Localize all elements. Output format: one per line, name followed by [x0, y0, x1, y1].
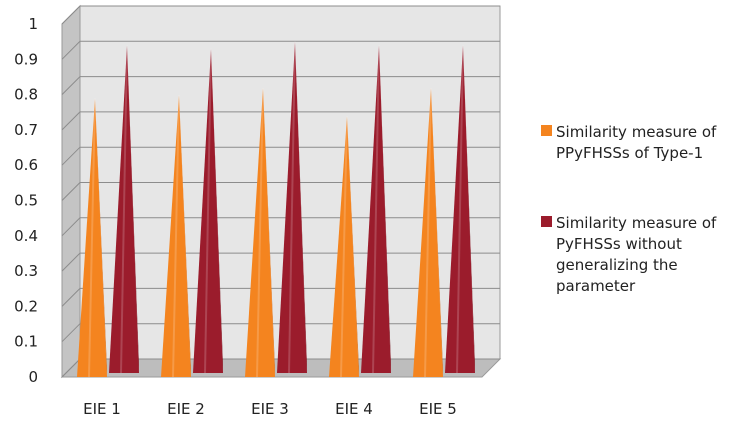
cone-highlight: [88, 98, 96, 378]
y-tick-label: 0.5: [14, 192, 38, 210]
cone-pyfhss: [193, 48, 223, 374]
cone-highlight: [204, 48, 212, 374]
cone-ppyfhss: [329, 116, 359, 378]
cone-highlight: [340, 116, 348, 378]
cone-shadow-face: [211, 48, 223, 374]
gridline: [61, 182, 500, 201]
cone-front-face: [329, 116, 359, 377]
legend-label: PPyFHSSs of Type-1: [556, 144, 703, 162]
x-tick-label: EIE 5: [419, 400, 457, 418]
cone-front-face: [77, 98, 107, 377]
legend-label: Similarity measure of: [556, 123, 717, 141]
gridline: [61, 217, 500, 237]
cone-front-face: [361, 45, 391, 374]
y-tick-label: 0.3: [14, 262, 38, 280]
cone-ppyfhss: [161, 95, 191, 378]
legend-label: parameter: [556, 277, 636, 295]
legend-label: generalizing the: [556, 256, 678, 274]
cone-pyfhss: [277, 41, 307, 374]
y-tick-label: 0.2: [14, 297, 38, 315]
cone-highlight: [172, 95, 180, 378]
y-tick-label: 0: [28, 368, 38, 386]
gridline: [61, 287, 500, 307]
cone-highlight: [288, 41, 296, 374]
cone-front-face: [193, 48, 223, 374]
gridline: [61, 40, 500, 60]
gridline: [61, 146, 500, 166]
legend-item: Similarity measure of PyFHSSs without gene…: [541, 214, 717, 295]
cone-ppyfhss: [413, 87, 443, 378]
cone-pyfhss: [109, 45, 139, 374]
cone-highlight: [456, 45, 464, 374]
cone-front-face: [161, 95, 191, 377]
cone-highlight: [256, 87, 264, 378]
x-tick-label: EIE 4: [335, 400, 373, 418]
legend-label: Similarity measure of: [556, 214, 717, 232]
cone-shadow-face: [95, 98, 107, 377]
gridline: [61, 5, 500, 25]
cone-highlight: [424, 87, 432, 378]
cone-highlight: [120, 45, 128, 374]
gridline: [61, 111, 500, 131]
x-axis: EIE 1 EIE 2 EIE 3 EIE 4 EIE 5: [83, 400, 457, 418]
y-tick-label: 0.4: [14, 227, 38, 245]
x-tick-label: EIE 2: [167, 400, 205, 418]
y-tick-label: 0.1: [14, 333, 38, 351]
y-tick-label: 1: [28, 15, 38, 33]
y-tick-label: 0.7: [14, 121, 38, 139]
cone-front-face: [277, 41, 307, 374]
gridline: [61, 252, 500, 272]
legend-item: Similarity measure of PPyFHSSs of Type-1: [541, 123, 717, 162]
cone-shadow-face: [295, 41, 307, 374]
gridlines: [61, 5, 500, 378]
y-tick-label: 0.6: [14, 156, 38, 174]
y-axis: 0 0.1 0.2 0.3 0.4 0.5 0.6 0.7 0.8 0.9 1: [14, 15, 38, 386]
cone-front-face: [109, 45, 139, 374]
cone-front-face: [413, 88, 443, 377]
cone-front-face: [245, 88, 275, 377]
cone-front-face: [445, 45, 475, 374]
legend-label: PyFHSSs without: [556, 235, 682, 253]
data-cones: [77, 41, 475, 378]
gridline: [61, 76, 500, 95]
y-tick-label: 0.9: [14, 50, 38, 68]
cone-highlight: [372, 45, 380, 374]
legend-swatch: [541, 216, 552, 227]
legend-swatch: [541, 125, 552, 136]
cone-pyfhss: [361, 45, 391, 374]
cone-ppyfhss: [77, 98, 107, 378]
x-tick-label: EIE 3: [251, 400, 289, 418]
x-tick-label: EIE 1: [83, 400, 121, 418]
y-tick-label: 0.8: [14, 86, 38, 104]
cone-pyfhss: [445, 45, 475, 374]
cone-ppyfhss: [245, 87, 275, 378]
gridline: [61, 323, 500, 343]
